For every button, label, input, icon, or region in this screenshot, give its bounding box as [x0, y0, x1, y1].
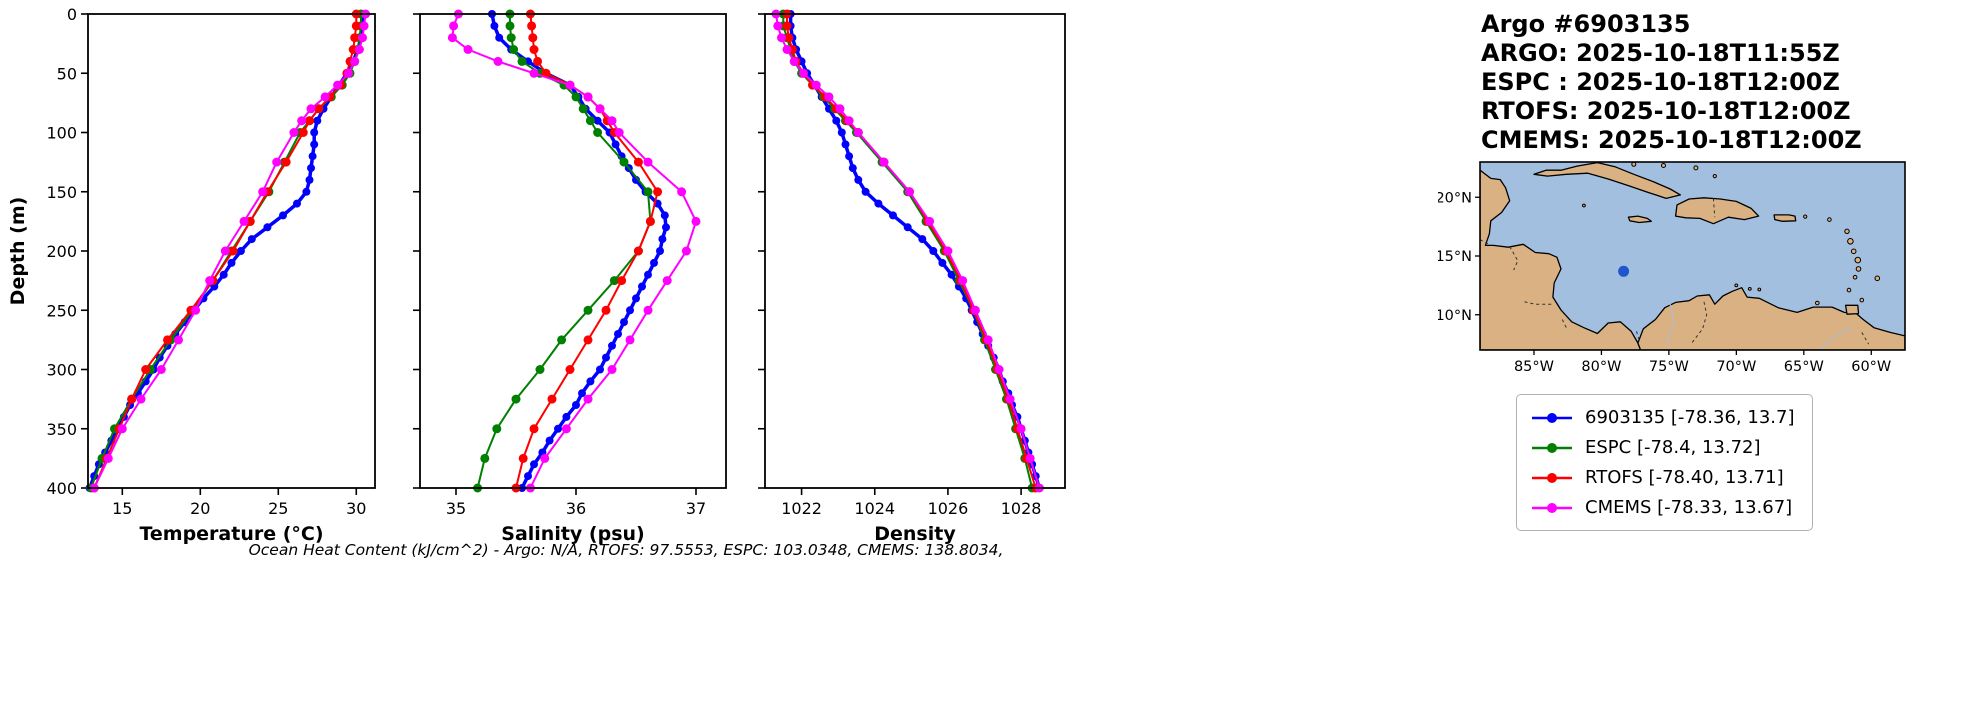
svg-text:1028: 1028 — [1001, 499, 1042, 518]
svg-text:70°W: 70°W — [1716, 359, 1756, 375]
density-chart: 1022 1024 1026 1028 Density — [758, 9, 1066, 545]
legend-item: ESPC [-78.4, 13.72] — [1529, 435, 1794, 460]
svg-text:65°W: 65°W — [1784, 359, 1824, 375]
legend-label: RTOFS [-78.40, 13.71] — [1585, 467, 1784, 488]
svg-text:350: 350 — [46, 420, 77, 439]
svg-text:1026: 1026 — [928, 499, 969, 518]
legend-marker — [1532, 412, 1572, 423]
svg-text:30: 30 — [346, 499, 366, 518]
svg-text:300: 300 — [46, 361, 77, 380]
svg-text:15: 15 — [112, 499, 132, 518]
series-cmems — [89, 9, 371, 493]
svg-text:1022: 1022 — [781, 499, 822, 518]
legend-item: 6903135 [-78.36, 13.7] — [1529, 405, 1794, 430]
ohc-footer: Ocean Heat Content (kJ/cm^2) - Argo: N/A… — [248, 541, 1004, 559]
info-panel: Argo #6903135 ARGO: 2025-10-18T11:55Z ES… — [1481, 10, 1862, 155]
svg-text:15°N: 15°N — [1438, 249, 1472, 265]
map-legend: 6903135 [-78.36, 13.7] ESPC [-78.4, 13.72… — [1516, 394, 1814, 531]
svg-text:35: 35 — [446, 499, 466, 518]
svg-text:Depth (m): Depth (m) — [7, 197, 29, 306]
legend-label: CMEMS [-78.33, 13.67] — [1585, 497, 1793, 518]
svg-text:1024: 1024 — [854, 499, 895, 518]
legend-label: 6903135 [-78.36, 13.7] — [1585, 407, 1795, 428]
cmems-timestamp: CMEMS: 2025-10-18T12:00Z — [1481, 126, 1862, 154]
rtofs-timestamp: RTOFS: 2025-10-18T12:00Z — [1481, 97, 1851, 125]
temperature-c-chart: 15 20 25 30050100150200250300350400Temperat… — [46, 5, 376, 545]
svg-text:80°W: 80°W — [1581, 359, 1621, 375]
series-cmems — [771, 9, 1044, 493]
argo-id: Argo #6903135 — [1481, 10, 1691, 38]
svg-text:400: 400 — [46, 479, 77, 498]
svg-text:85°W: 85°W — [1514, 359, 1554, 375]
svg-text:36: 36 — [566, 499, 586, 518]
svg-text:0: 0 — [67, 5, 77, 24]
landmasses — [1480, 162, 1905, 350]
svg-text:60°W: 60°W — [1851, 359, 1891, 375]
series-rtofs — [782, 9, 1041, 493]
series-6903135 — [786, 10, 1044, 492]
series-rtofs — [511, 9, 663, 493]
series-cmems — [447, 9, 701, 493]
svg-text:20°N: 20°N — [1438, 190, 1472, 206]
svg-text:75°W: 75°W — [1649, 359, 1689, 375]
svg-text:25: 25 — [268, 499, 288, 518]
svg-text:37: 37 — [686, 499, 706, 518]
legend-item: RTOFS [-78.40, 13.71] — [1529, 465, 1794, 490]
legend-marker — [1532, 442, 1572, 453]
svg-text:250: 250 — [46, 301, 77, 320]
svg-text:Salinity (psu): Salinity (psu) — [501, 523, 644, 545]
profile-charts: 15 20 25 30050100150200250300350400Temperat… — [7, 5, 1066, 545]
svg-text:Temperature (°C): Temperature (°C) — [139, 523, 323, 545]
legend-marker — [1532, 502, 1572, 513]
argo-timestamp: ARGO: 2025-10-18T11:55Z — [1481, 39, 1840, 67]
salinity-psu-chart: 35 36 37 Salinity (psu) — [413, 9, 727, 545]
legend-marker — [1532, 472, 1572, 483]
svg-text:Density: Density — [874, 523, 956, 545]
legend-item: CMEMS [-78.33, 13.67] — [1529, 495, 1794, 520]
svg-text:20: 20 — [190, 499, 210, 518]
float-location-marker — [1618, 265, 1630, 277]
svg-text:10°N: 10°N — [1438, 308, 1472, 324]
legend-label: ESPC [-78.4, 13.72] — [1585, 437, 1761, 458]
location-map: 85°W 80°W 75°W 70°W 65°W 60°W 20°N 15°N 10°N — [1438, 161, 1906, 375]
svg-text:100: 100 — [46, 124, 77, 143]
svg-text:50: 50 — [57, 64, 77, 83]
svg-text:200: 200 — [46, 242, 77, 261]
espc-timestamp: ESPC : 2025-10-18T12:00Z — [1481, 68, 1840, 96]
svg-text:150: 150 — [46, 183, 77, 202]
